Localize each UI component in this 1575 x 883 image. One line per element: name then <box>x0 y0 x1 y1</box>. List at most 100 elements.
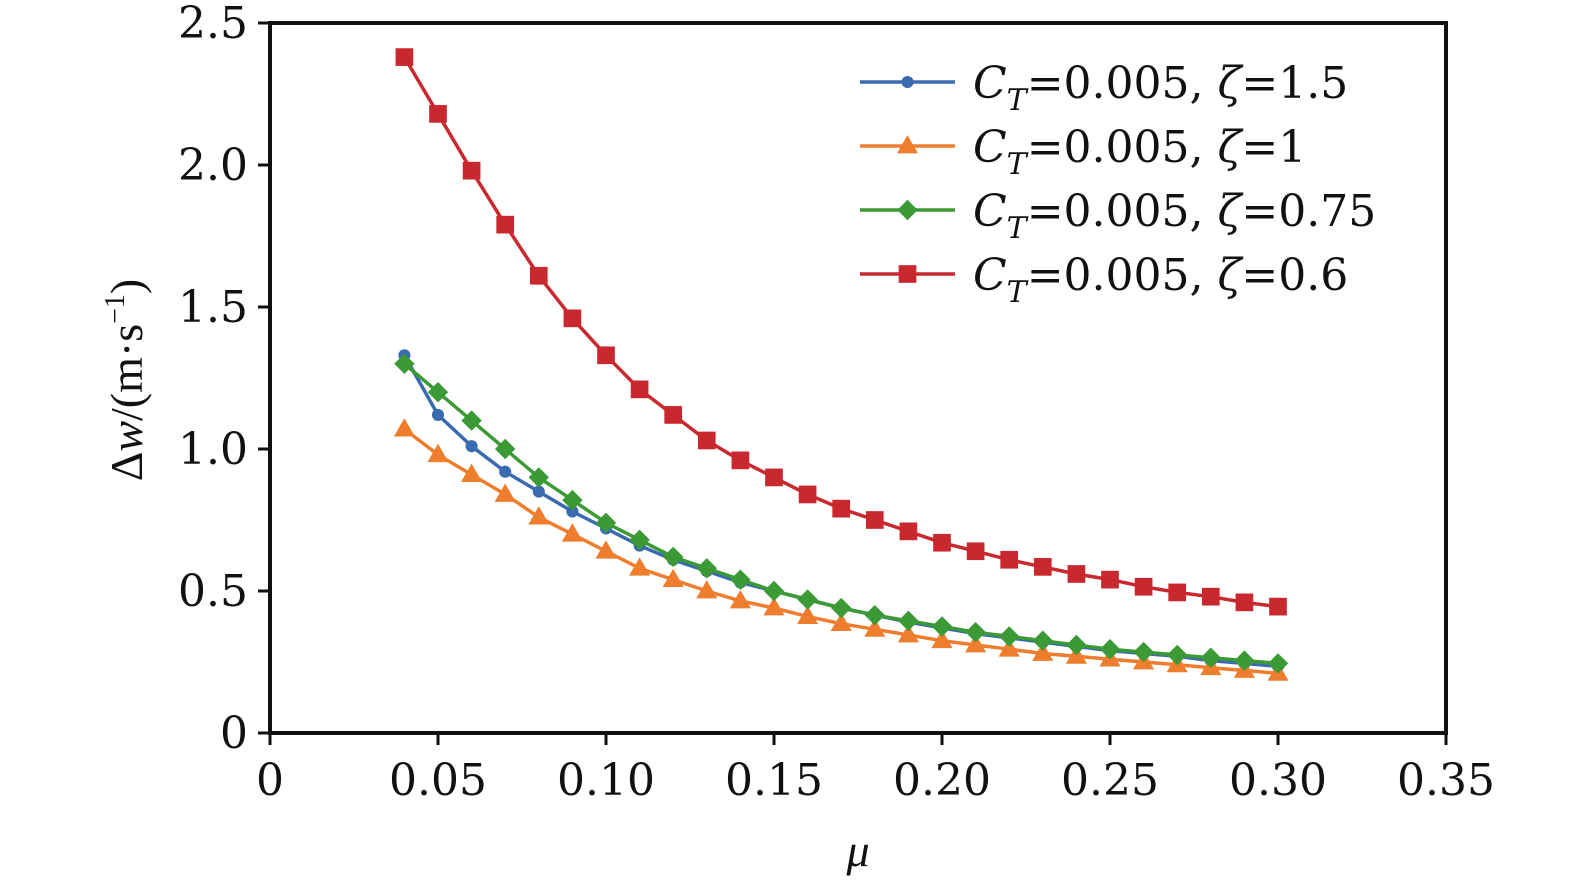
data-point <box>865 511 884 529</box>
x-tick-label: 0.10 <box>557 755 655 806</box>
data-point <box>494 483 516 502</box>
series-3 <box>394 353 1289 674</box>
data-point <box>561 523 583 542</box>
y-axis-title: Δw/(m·s−1) <box>100 279 152 482</box>
legend-label-sub: T <box>1007 147 1029 182</box>
legend-label-c: C <box>973 58 1007 109</box>
data-point <box>797 605 819 624</box>
legend-marker <box>898 265 917 283</box>
data-point <box>1000 550 1019 569</box>
plot-frame <box>268 21 1448 735</box>
data-point <box>427 443 449 463</box>
legend-marker <box>897 199 918 221</box>
data-point <box>496 215 515 234</box>
data-point <box>1167 644 1188 666</box>
series-4 <box>395 48 1287 616</box>
data-point <box>1201 587 1220 606</box>
data-point <box>597 346 615 365</box>
legend-item: CT=0.005, ζ=1.5 <box>860 58 1348 118</box>
data-point <box>899 522 918 541</box>
data-point <box>662 568 684 588</box>
legend-label-c: C <box>973 186 1007 237</box>
y-axis-title-delta: Δ <box>101 452 152 482</box>
legend-item: CT=0.005, ζ=0.75 <box>860 186 1376 246</box>
data-point <box>562 489 583 511</box>
data-point <box>1133 641 1154 663</box>
data-point <box>1101 570 1119 589</box>
y-axis-title-unit: /(m·s <box>101 324 152 421</box>
data-point <box>630 380 649 399</box>
data-point <box>1032 630 1053 651</box>
y-axis-title-exponent: −1 <box>100 294 131 324</box>
y-tick-label: 1.5 <box>178 282 248 333</box>
data-point <box>730 569 751 590</box>
data-point <box>566 505 579 518</box>
data-point <box>393 418 415 437</box>
data-point <box>898 610 919 632</box>
legend-marker <box>896 135 919 154</box>
data-point <box>1234 650 1255 671</box>
legend-item: CT=0.005, ζ=1 <box>860 122 1306 182</box>
data-point <box>1200 647 1221 668</box>
legend-label-sub: T <box>1007 211 1029 246</box>
data-point <box>830 612 852 632</box>
data-point <box>465 440 478 453</box>
legend-label-mid: =0.005, <box>1027 250 1218 301</box>
data-point <box>729 590 751 609</box>
data-point <box>461 410 482 431</box>
data-point <box>831 597 852 619</box>
legend-label: CT=0.005, ζ=1.5 <box>973 58 1348 118</box>
legend-label-end: =1 <box>1241 122 1306 173</box>
legend-label-zeta: ζ <box>1218 250 1245 301</box>
data-point <box>696 580 718 599</box>
data-point <box>999 626 1020 647</box>
legend-label: CT=0.005, ζ=0.75 <box>973 186 1376 246</box>
data-point <box>798 485 817 504</box>
legend-label-end: =0.75 <box>1241 186 1376 237</box>
x-tick-label: 0.05 <box>389 755 487 806</box>
legend-item: CT=0.005, ζ=0.6 <box>860 250 1348 310</box>
data-point <box>528 506 550 525</box>
legend-label-mid: =0.005, <box>1027 58 1218 109</box>
data-point <box>1168 583 1187 602</box>
data-point <box>664 406 683 424</box>
data-point <box>528 467 549 488</box>
x-tick-label: 0.30 <box>1229 755 1327 806</box>
data-point <box>1134 577 1153 596</box>
legend-marker <box>901 75 914 89</box>
data-point <box>595 540 617 559</box>
data-point <box>663 546 684 568</box>
data-point <box>1067 565 1086 583</box>
data-point <box>966 542 985 561</box>
data-point <box>965 634 987 653</box>
y-axis-title-var: w <box>101 421 152 452</box>
data-point <box>1235 593 1254 612</box>
data-point <box>696 558 717 579</box>
legend-label-end: =0.6 <box>1241 250 1348 301</box>
data-point <box>832 499 851 518</box>
data-point <box>563 309 582 328</box>
data-point <box>499 465 512 478</box>
data-point <box>495 438 516 460</box>
data-point <box>864 604 885 626</box>
data-point <box>394 353 415 374</box>
legend-label-sub: T <box>1007 275 1029 310</box>
y-axis-title-close: ) <box>101 279 152 294</box>
legend-label-mid: =0.005, <box>1027 122 1218 173</box>
legend-label-end: =1.5 <box>1241 58 1348 109</box>
y-axis: 0 0.5 1.0 1.5 2.0 2.5 <box>178 0 270 759</box>
x-axis-title: μ <box>845 825 869 876</box>
data-point <box>395 48 414 66</box>
data-point <box>965 621 986 643</box>
legend-label-c: C <box>973 250 1007 301</box>
x-tick-label: 0.20 <box>893 755 991 806</box>
data-point <box>595 512 617 534</box>
y-tick-label: 2.0 <box>178 140 248 191</box>
data-point <box>462 161 481 180</box>
legend-label-c: C <box>973 122 1007 173</box>
data-point <box>1066 634 1087 656</box>
data-point <box>731 451 750 470</box>
legend-label-zeta: ζ <box>1218 58 1245 109</box>
legend: CT=0.005, ζ=1.5CT=0.005, ζ=1CT=0.005, ζ=… <box>860 58 1376 310</box>
